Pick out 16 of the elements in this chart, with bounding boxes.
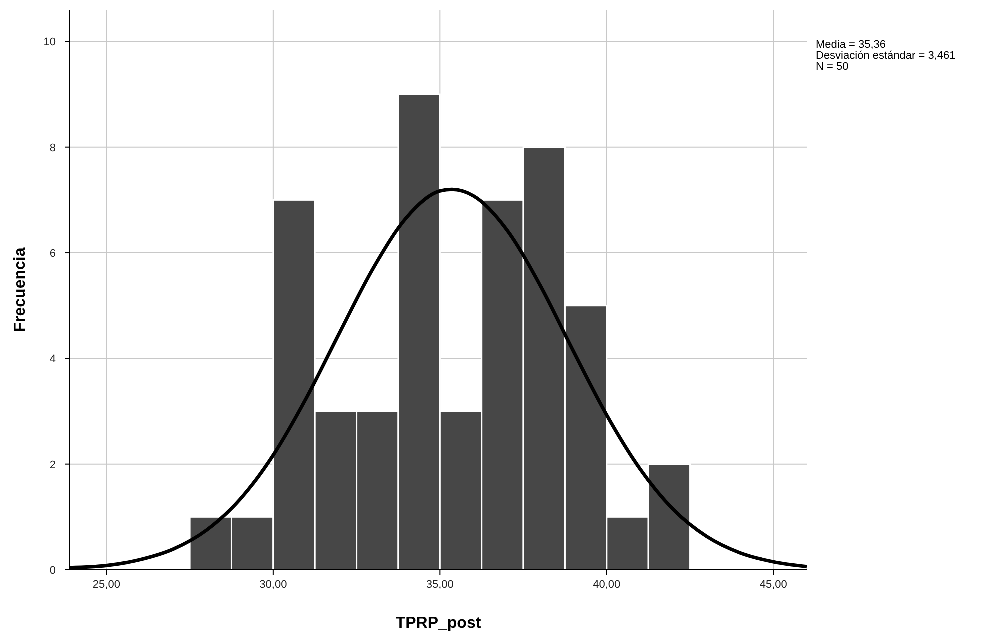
x-tick-label: 30,00	[260, 579, 288, 591]
y-tick-label: 6	[50, 248, 56, 260]
x-tick-label: 45,00	[760, 579, 788, 591]
text: N = 50	[816, 61, 849, 73]
x-tick-label: 25,00	[92, 579, 120, 591]
y-tick-label: 0	[50, 565, 56, 577]
y-tick-label: 8	[50, 142, 56, 154]
x-tick-label: 40,00	[593, 579, 621, 591]
text: Desviación estándar = 3,461	[816, 50, 956, 62]
y-axis-title: Frecuencia	[12, 248, 29, 332]
y-tick-label: 4	[50, 354, 56, 366]
y-tick-label: 2	[50, 459, 56, 472]
x-axis-title: TPRP_post	[396, 615, 482, 632]
text: Media = 35,36	[816, 39, 886, 51]
y-tick-label: 10	[44, 36, 56, 49]
x-tick-label: 35,00	[426, 579, 454, 591]
